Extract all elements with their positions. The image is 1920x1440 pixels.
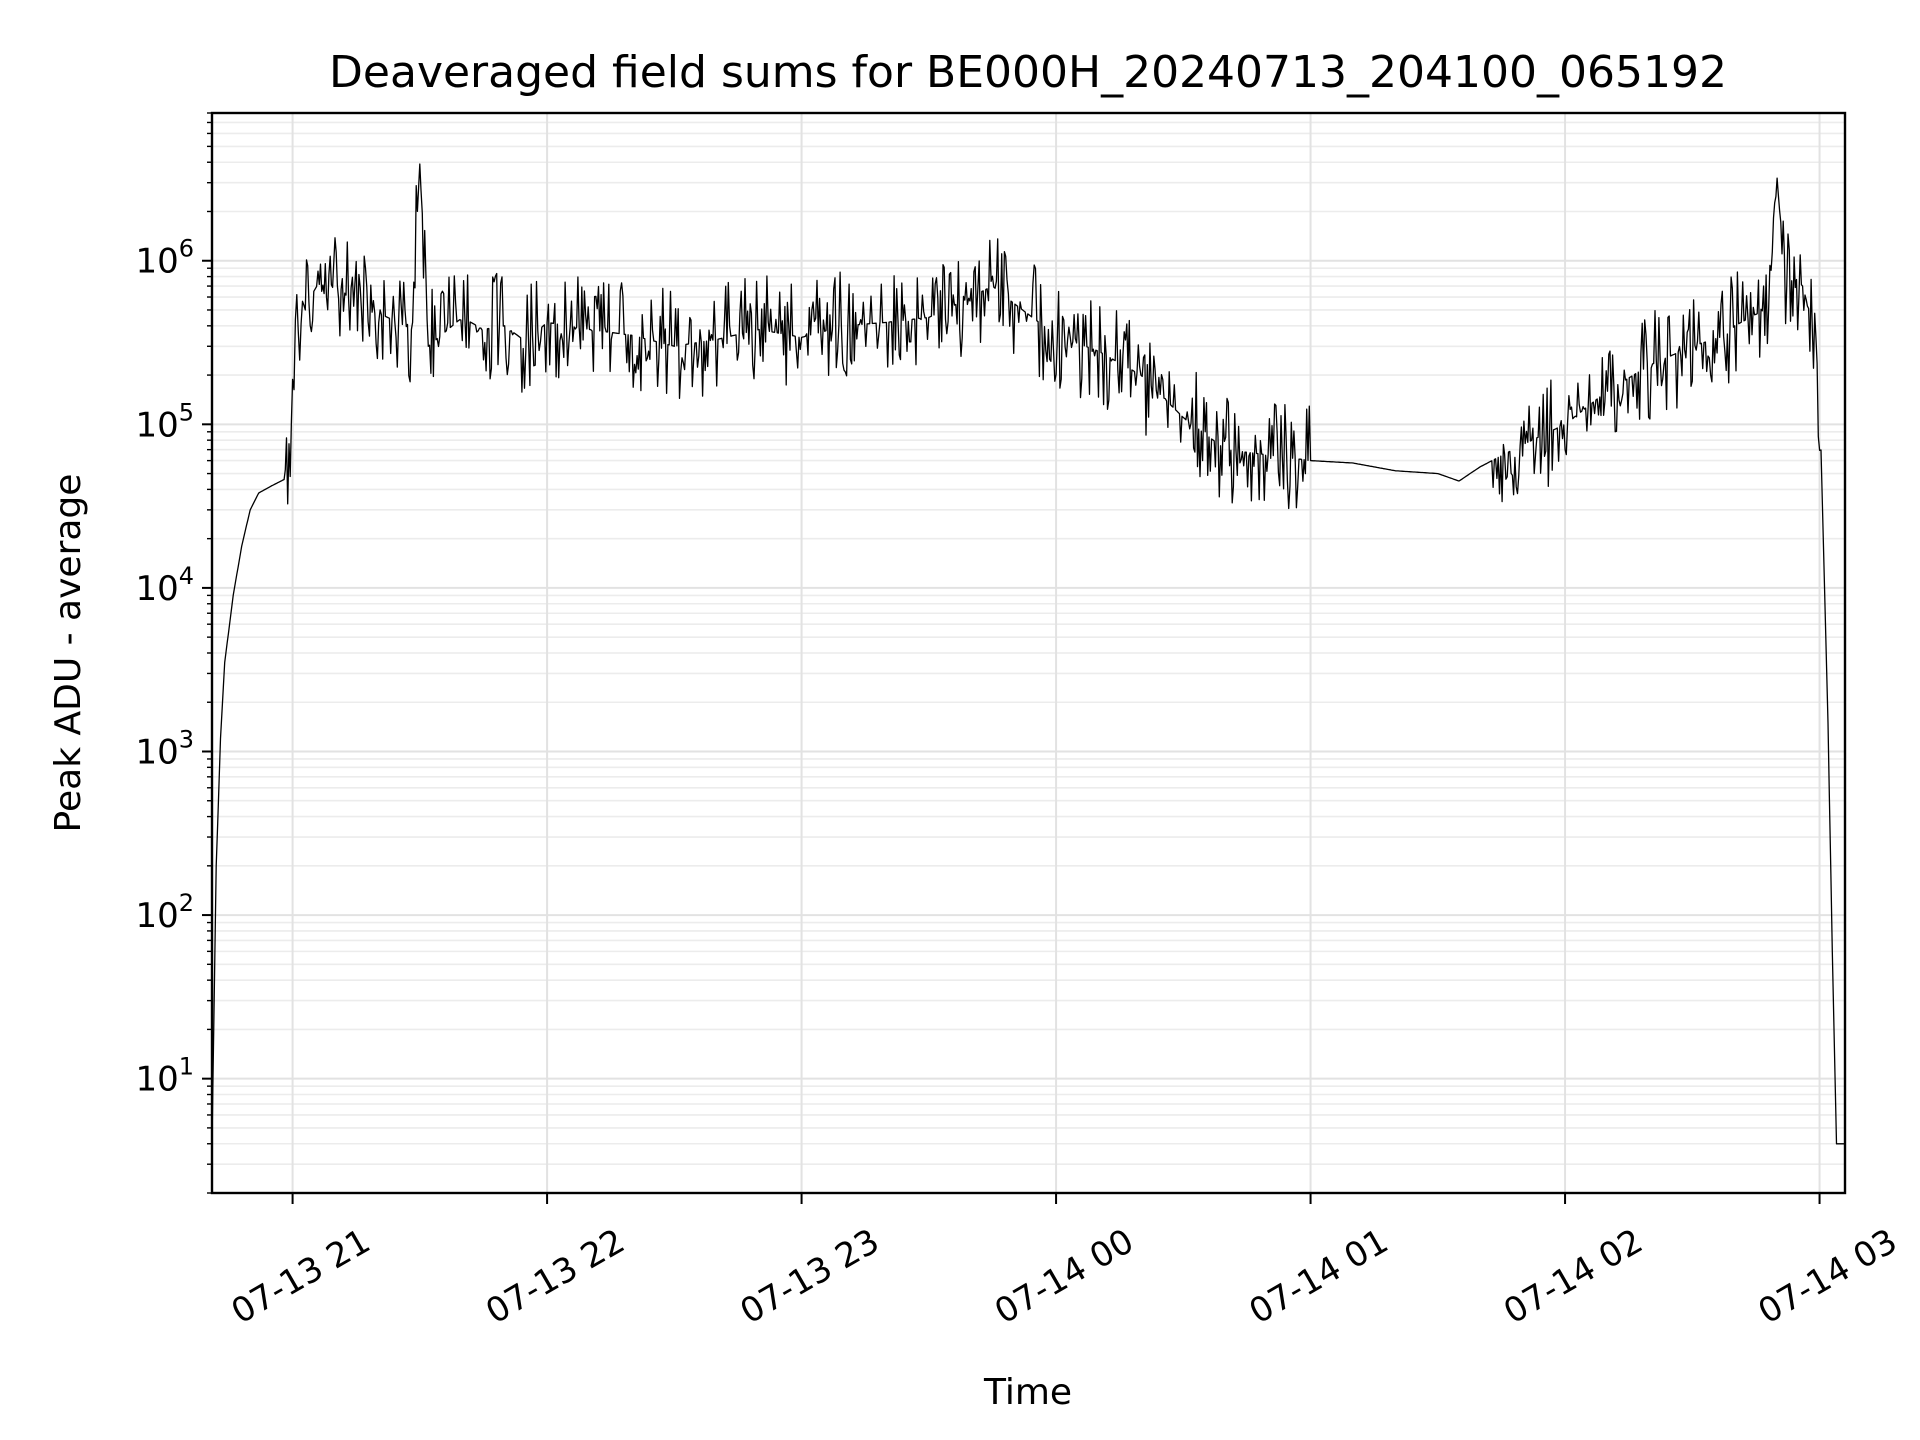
y-tick-exponent: 6 [179, 235, 194, 263]
y-tick-exponent: 5 [179, 398, 194, 426]
y-tick-base: 10 [135, 732, 178, 772]
y-tick-exponent: 1 [179, 1053, 194, 1081]
y-tick-label: 101 [135, 1053, 194, 1100]
x-axis-label: Time [983, 1372, 1072, 1413]
y-tick-base: 10 [135, 405, 178, 445]
y-tick-label: 102 [135, 889, 194, 936]
major-gridlines [212, 113, 1845, 1193]
y-tick-exponent: 3 [179, 725, 194, 753]
y-tick-exponent: 2 [179, 889, 194, 917]
y-tick-label: 103 [135, 725, 194, 772]
y-tick-base: 10 [135, 896, 178, 936]
minor-gridlines [212, 112, 1845, 1194]
y-axis-label: Peak ADU - average [48, 474, 89, 833]
y-tick-label: 105 [135, 398, 194, 445]
series-line [211, 163, 1845, 1145]
y-tick-base: 10 [135, 569, 178, 609]
chart-title: Deaveraged field sums for BE000H_2024071… [329, 47, 1727, 98]
y-tick-exponent: 4 [179, 562, 194, 590]
y-tick-label: 104 [135, 562, 194, 609]
y-tick-label: 106 [135, 235, 194, 282]
y-tick-base: 10 [135, 242, 178, 282]
y-tick-base: 10 [135, 1060, 178, 1100]
